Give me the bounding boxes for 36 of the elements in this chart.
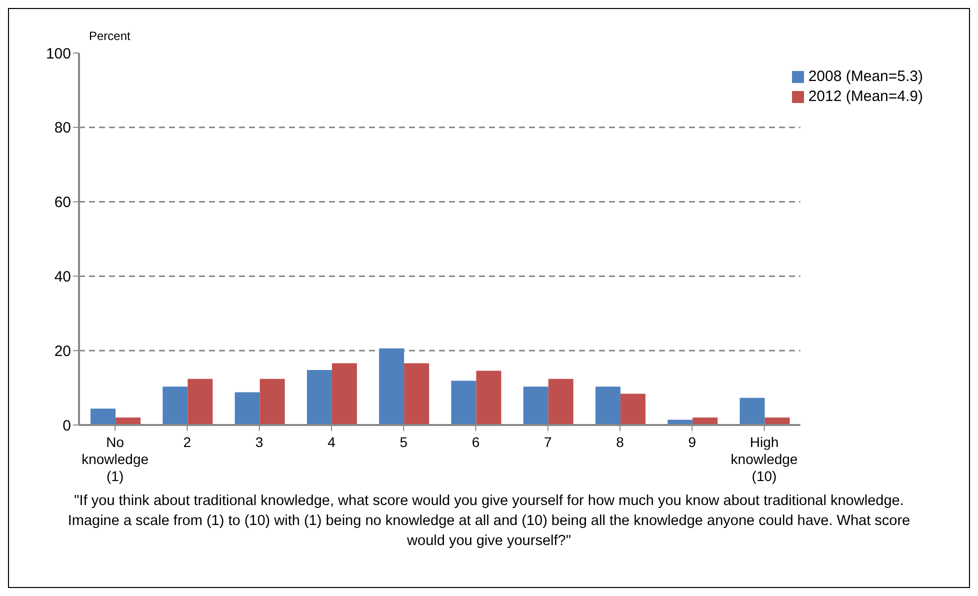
- bar: [740, 398, 765, 425]
- bar: [90, 408, 116, 425]
- y-tick-label: 20: [54, 342, 71, 360]
- x-tick-label: 3: [255, 434, 264, 450]
- y-tick-label: 60: [54, 194, 71, 212]
- bar: [595, 386, 620, 425]
- bar: [620, 394, 646, 425]
- bar: [332, 363, 357, 425]
- x-tick-label: High knowledge (10): [730, 434, 798, 484]
- bar: [476, 370, 502, 425]
- bar: [451, 380, 476, 425]
- x-tick-label: No knowledge (1): [82, 434, 149, 484]
- y-axis-title: Percent: [89, 29, 130, 43]
- bar: [523, 386, 548, 425]
- x-tick-label: 7: [544, 434, 552, 450]
- x-tick-label: 8: [616, 434, 624, 450]
- bar: [548, 378, 574, 425]
- y-tick-label: 40: [54, 268, 71, 286]
- x-tick-label: 9: [688, 434, 696, 450]
- y-tick-label: 0: [62, 417, 71, 434]
- x-tick-label: 5: [400, 434, 408, 450]
- bar: [162, 386, 188, 425]
- bar: [404, 363, 430, 425]
- bar: [188, 378, 213, 425]
- bar: [234, 392, 260, 425]
- x-tick-label: 2: [183, 434, 192, 450]
- legend-label: 2012 (Mean=4.9): [808, 88, 923, 105]
- legend-label: 2008 (Mean=5.3): [808, 68, 923, 85]
- y-tick-label: 80: [54, 120, 71, 137]
- text: "If you think about traditional knowledge, what score would you give yourself for how much you know about traditional knowledge. Imagine a scale from (1) to (10) with (1) being no knowledge at all and (10) being all the knowledge anyone could have. What score would you give yourself?": [66, 492, 912, 551]
- bar: [306, 370, 332, 425]
- x-tick-label: 4: [328, 434, 336, 450]
- x-tick-label: 6: [472, 434, 480, 450]
- bar: [379, 348, 404, 425]
- y-tick-label: 100: [46, 45, 71, 62]
- bar: [260, 378, 285, 425]
